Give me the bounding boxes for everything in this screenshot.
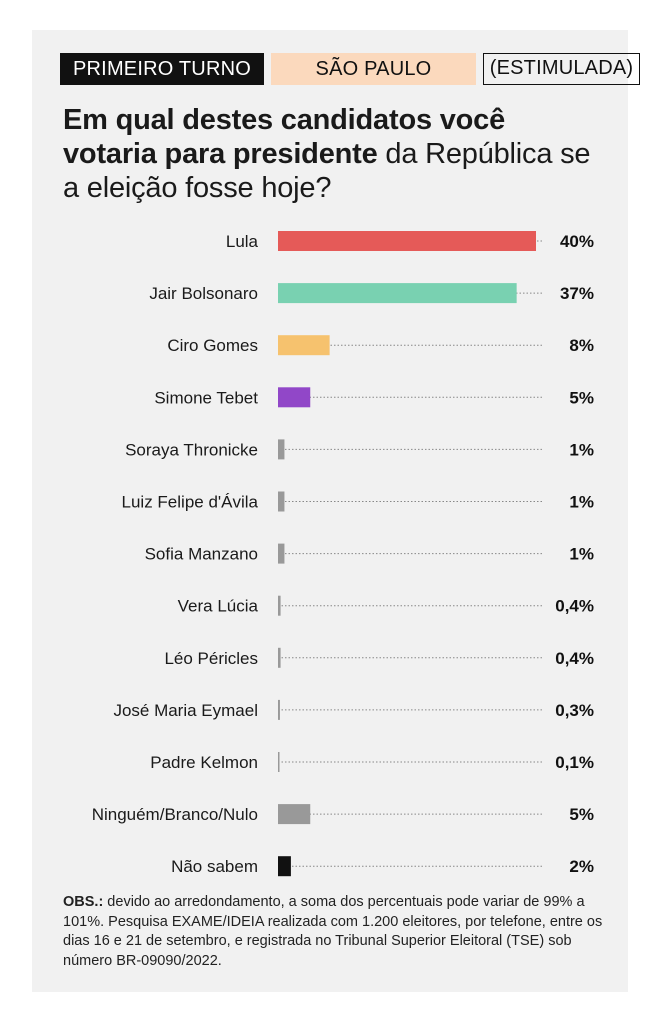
bar-luiz-felipe-d-avila: [278, 491, 285, 512]
value-label-soraya-thronicke: 1%: [569, 440, 594, 459]
footnote-label: OBS.:: [63, 894, 104, 910]
chart-card: [32, 30, 628, 992]
state-tag: SÃO PAULO: [271, 53, 476, 85]
value-label-padre-kelmon: 0,1%: [555, 753, 594, 772]
value-label-jose-maria-eymael: 0,3%: [555, 701, 594, 720]
footnote: OBS.: devido ao arredondamento, a soma d…: [63, 893, 603, 971]
category-label-sofia-manzano: Sofia Manzano: [145, 545, 258, 564]
footnote-text: devido ao arredondamento, a soma dos per…: [63, 894, 603, 969]
category-label-jair-bolsonaro: Jair Bolsonaro: [149, 284, 258, 303]
bar-jose-maria-eymael: [278, 699, 280, 720]
value-label-ciro-gomes: 8%: [569, 336, 594, 355]
category-label-padre-kelmon: Padre Kelmon: [150, 753, 258, 772]
category-label-ninguem-branco-nulo: Ninguém/Branco/Nulo: [92, 805, 258, 824]
category-label-luiz-felipe-d-avila: Luiz Felipe d'Ávila: [122, 493, 259, 512]
bar-soraya-thronicke: [278, 439, 285, 460]
value-label-lula: 40%: [560, 232, 594, 251]
value-label-ninguem-branco-nulo: 5%: [569, 805, 594, 824]
chart-title: Em qual destes candidatos você votaria p…: [63, 103, 603, 205]
value-label-sofia-manzano: 1%: [569, 545, 594, 564]
category-label-leo-pericles: Léo Péricles: [164, 649, 258, 668]
round-tag: PRIMEIRO TURNO: [60, 53, 264, 85]
bar-sofia-manzano: [278, 543, 285, 564]
bar-ninguem-branco-nulo: [278, 804, 311, 825]
bar-ciro-gomes: [278, 335, 330, 356]
title-regular-part: da República se a eleição fosse hoje?: [63, 138, 591, 204]
value-label-leo-pericles: 0,4%: [555, 649, 594, 668]
category-label-soraya-thronicke: Soraya Thronicke: [125, 440, 258, 459]
value-label-luiz-felipe-d-avila: 1%: [569, 493, 594, 512]
bar-nao-sabem: [278, 856, 291, 877]
category-label-vera-lucia: Vera Lúcia: [178, 597, 259, 616]
bar-lula: [278, 231, 536, 251]
value-label-simone-tebet: 5%: [569, 388, 594, 407]
value-label-nao-sabem: 2%: [569, 857, 594, 876]
category-label-simone-tebet: Simone Tebet: [154, 388, 258, 407]
bar-padre-kelmon: [278, 752, 280, 772]
bar-jair-bolsonaro: [278, 283, 517, 304]
poll-type-tag: (ESTIMULADA): [483, 53, 640, 85]
category-label-nao-sabem: Não sabem: [171, 857, 258, 876]
value-label-vera-lucia: 0,4%: [555, 597, 594, 616]
bar-leo-pericles: [278, 647, 281, 668]
title-bold-part: Em qual destes candidatos você votaria p…: [63, 104, 506, 170]
value-label-jair-bolsonaro: 37%: [560, 284, 594, 303]
bar-simone-tebet: [278, 387, 311, 408]
bar-vera-lucia: [278, 595, 281, 616]
category-label-ciro-gomes: Ciro Gomes: [167, 336, 258, 355]
category-label-jose-maria-eymael: José Maria Eymael: [113, 701, 258, 720]
category-label-lula: Lula: [226, 232, 259, 251]
